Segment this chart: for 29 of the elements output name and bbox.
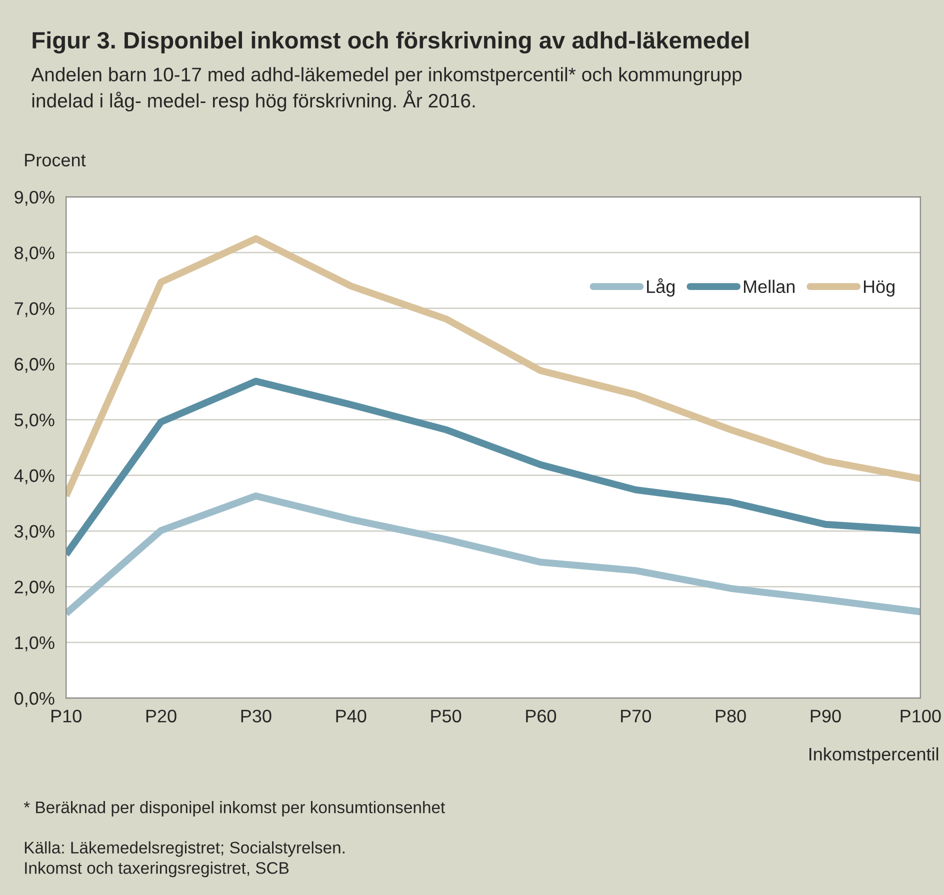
y-tick-label: 9,0%	[14, 190, 54, 206]
y-tick-label: 5,0%	[14, 414, 54, 429]
x-tick-label: P20	[146, 710, 176, 722]
x-tick-label: P10	[52, 710, 82, 722]
x-tick-label: P40	[336, 710, 366, 722]
text: Källa: Läkemedelsregistret; Socialstyrelsen. Inkomst och taxeringsregistret, SCB	[24, 841, 344, 878]
text: * Beräknad per disponipel inkomst per konsumtionsenhet	[24, 801, 446, 817]
x-axis-title: Inkomstpercentil	[809, 747, 938, 764]
x-tick-label: P50	[431, 710, 462, 722]
y-tick-label: 7,0%	[14, 302, 54, 318]
x-tick-label: P60	[526, 710, 556, 722]
x-tick-label: P70	[621, 710, 651, 722]
legend-label: Mellan	[744, 280, 795, 294]
x-tick-label: P30	[241, 710, 272, 722]
x-tick-label: P80	[716, 710, 746, 722]
legend-label: Låg	[647, 278, 675, 297]
y-tick-label: 6,0%	[14, 358, 54, 373]
x-tick-label: P90	[810, 710, 841, 722]
y-tick-label: 4,0%	[14, 469, 54, 484]
x-tick-label: P100	[900, 710, 941, 722]
y-tick-label: 1,0%	[15, 636, 54, 652]
y-tick-label: 3,0%	[14, 524, 54, 540]
legend-label: Hög	[864, 280, 894, 297]
y-axis-title: Procent	[25, 154, 86, 166]
y-tick-label: 0,0%	[14, 692, 54, 707]
y-tick-label: 8,0%	[14, 246, 54, 262]
y-tick-label: 2,0%	[14, 580, 54, 596]
chart-subtitle: Andelen barn 10-17 med adhd-läkemedel per inkomstpercentil* och kommungrupp indelad i låg- medel- resp hög förskrivning. År 2016.	[31, 67, 742, 112]
chart-title: Figur 3. Disponibel inkomst och förskrivning av adhd-läkemedel	[32, 31, 748, 54]
